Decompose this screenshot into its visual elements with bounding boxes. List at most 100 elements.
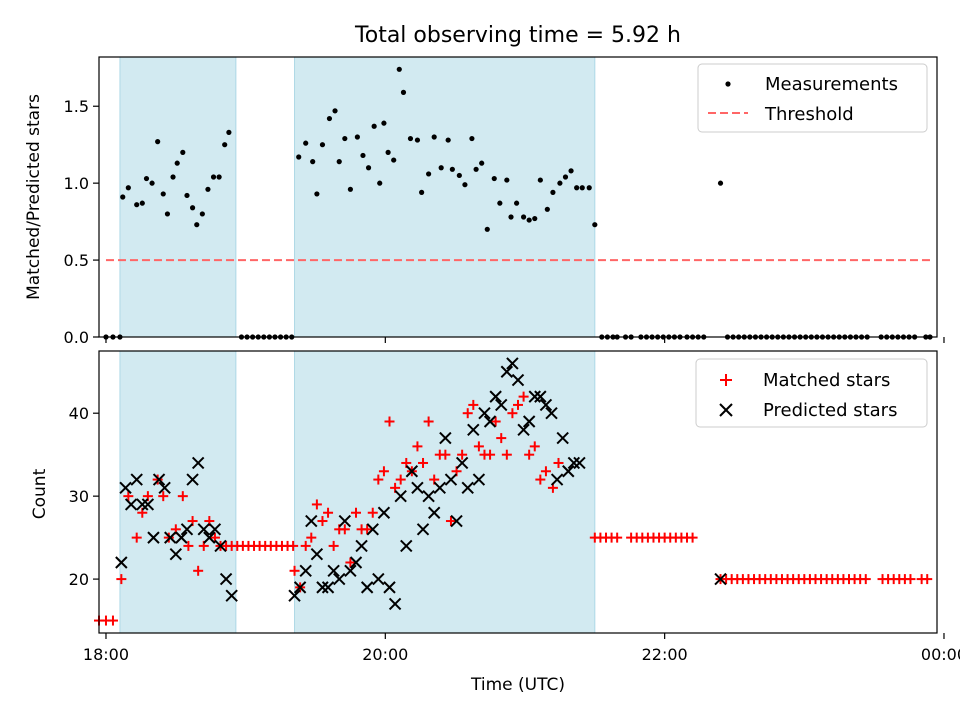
legend-matched-marker bbox=[720, 374, 732, 386]
predicted-star-point bbox=[372, 572, 385, 586]
measurement-point bbox=[568, 168, 574, 174]
legend-predicted-marker bbox=[719, 403, 733, 417]
top-y-tick-label: 1.5 bbox=[64, 97, 89, 116]
predicted-star-point bbox=[450, 514, 463, 528]
measurement-point bbox=[579, 185, 585, 191]
predicted-star-point bbox=[366, 523, 379, 536]
matched-star-point bbox=[193, 565, 204, 576]
matched-star-point bbox=[513, 399, 523, 410]
matched-star-point bbox=[288, 540, 299, 551]
measurement-point bbox=[149, 180, 155, 186]
matched-star-point bbox=[535, 474, 546, 485]
top-y-tick-label: 0.0 bbox=[64, 328, 89, 347]
measurement-point bbox=[717, 180, 724, 186]
predicted-star-point bbox=[528, 390, 541, 403]
matched-star-point bbox=[529, 441, 540, 452]
measurement-point bbox=[199, 211, 205, 217]
predicted-star-point bbox=[136, 498, 149, 511]
predicted-star-point bbox=[203, 531, 216, 544]
matched-star-point bbox=[158, 491, 169, 502]
predicted-star-point bbox=[455, 456, 469, 470]
predicted-star-point bbox=[225, 589, 238, 602]
top-y-tick-label: 0.5 bbox=[64, 251, 89, 270]
measurement-point bbox=[381, 120, 387, 126]
matched-star-point bbox=[473, 441, 484, 452]
predicted-star-point bbox=[124, 498, 138, 511]
predicted-star-point bbox=[293, 581, 307, 594]
matched-star-point bbox=[445, 516, 456, 527]
measurement-point bbox=[336, 159, 342, 165]
predicted-star-point bbox=[130, 473, 143, 486]
measurement-point bbox=[174, 160, 180, 166]
matched-star-point bbox=[518, 391, 529, 402]
matched-star-point bbox=[524, 449, 535, 460]
predicted-star-point bbox=[472, 473, 486, 486]
predicted-star-point bbox=[349, 556, 363, 569]
bottom-y-axis-label: Count bbox=[30, 468, 50, 519]
measurement-point bbox=[365, 165, 372, 171]
predicted-star-point bbox=[495, 398, 508, 412]
matched-star-point bbox=[412, 441, 423, 452]
predicted-star-point bbox=[461, 481, 474, 495]
measurement-point bbox=[385, 149, 391, 155]
measurement-point bbox=[438, 165, 444, 171]
predicted-star-point bbox=[539, 398, 553, 412]
matched-star-point bbox=[501, 449, 512, 460]
measurement-point bbox=[491, 175, 497, 182]
matched-star-point bbox=[306, 532, 317, 543]
matched-star-point bbox=[507, 408, 518, 419]
matched-star-point bbox=[423, 416, 434, 427]
legend-measurements-marker bbox=[725, 81, 731, 87]
predicted-star-point bbox=[197, 523, 210, 536]
measurement-point bbox=[526, 217, 532, 223]
bottom-legend-box bbox=[695, 358, 928, 428]
predicted-star-point bbox=[115, 556, 128, 569]
matched-star-point bbox=[339, 524, 350, 535]
predicted-star-point bbox=[522, 415, 536, 428]
matched-star-point bbox=[123, 491, 134, 502]
measurement-point bbox=[226, 129, 232, 135]
legend-threshold-label: Threshold bbox=[764, 104, 854, 125]
predicted-star-point bbox=[444, 473, 458, 486]
top-y-ticks: 0.0 0.5 1.0 1.5 bbox=[64, 97, 99, 347]
x-tick-label: 18:00 bbox=[83, 645, 129, 664]
top-y-tick-label: 1.0 bbox=[64, 174, 89, 193]
bottom-axes-frame bbox=[98, 350, 938, 634]
measurement-point bbox=[407, 135, 414, 142]
matched-star-point bbox=[311, 499, 322, 510]
matched-star-point bbox=[860, 574, 871, 585]
top-shaded-interval bbox=[119, 56, 237, 338]
measurement-point bbox=[586, 185, 592, 191]
measurement-point bbox=[537, 177, 543, 183]
measurement-point bbox=[143, 175, 150, 182]
top-x-ticks bbox=[105, 337, 945, 343]
x-tick-label: 20:00 bbox=[362, 645, 408, 664]
matched-star-point bbox=[687, 532, 698, 543]
measurement-point bbox=[222, 142, 228, 148]
matched-star-point bbox=[373, 474, 384, 485]
measurement-point bbox=[326, 115, 333, 122]
measurement-point bbox=[155, 139, 161, 145]
predicted-star-point bbox=[119, 481, 132, 495]
measurement-point bbox=[354, 134, 360, 140]
predicted-star-point bbox=[327, 564, 340, 578]
measurement-point bbox=[449, 166, 455, 172]
measurement-point bbox=[310, 159, 316, 165]
predicted-star-point bbox=[164, 531, 177, 544]
measurement-point bbox=[170, 174, 176, 180]
measurement-point bbox=[371, 123, 377, 129]
matched-star-point bbox=[367, 507, 378, 518]
bottom-y-ticks: 20 30 40 bbox=[69, 404, 99, 589]
matched-star-point bbox=[612, 532, 623, 543]
measurement-point bbox=[574, 185, 580, 191]
predicted-star-point bbox=[191, 456, 205, 470]
top-panel: 0.0 0.5 1.0 1.5 Total observing time = 5.92… bbox=[24, 23, 945, 347]
top-shaded-intervals bbox=[119, 56, 596, 338]
measurement-point bbox=[562, 174, 569, 180]
measurement-point bbox=[314, 191, 320, 197]
matched-star-point bbox=[490, 416, 501, 427]
measurement-point bbox=[473, 166, 479, 172]
measurement-point bbox=[164, 211, 171, 217]
matched-star-point bbox=[289, 565, 300, 576]
predicted-star-point bbox=[175, 531, 188, 544]
